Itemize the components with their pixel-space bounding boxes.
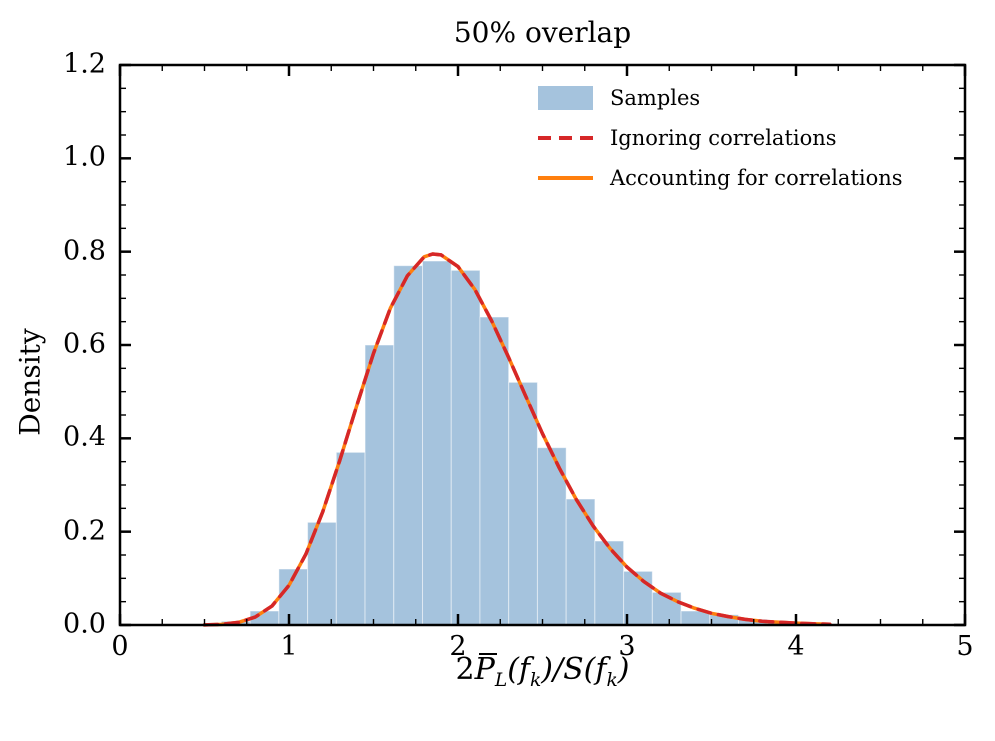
- x-tick-label: 0: [111, 631, 129, 662]
- legend-label-accounting-correlations: Accounting for correlations: [610, 166, 903, 190]
- xlabel-sub-k1: k: [530, 670, 542, 691]
- x-tick-label: 4: [787, 631, 805, 662]
- histogram-bar: [651, 591, 682, 626]
- dashed-line-swatch: [538, 136, 593, 140]
- y-tick-label: 1.2: [63, 48, 106, 80]
- legend-label-ignoring-correlations: Ignoring correlations: [610, 126, 837, 150]
- x-tick-label: 2: [449, 631, 467, 662]
- xlabel-mid: )/S(f: [541, 652, 607, 687]
- x-tick-label: 1: [280, 631, 298, 662]
- legend-item-ignoring-correlations: Ignoring correlations: [538, 124, 903, 152]
- xlabel-pbar: P: [474, 652, 498, 687]
- x-tick-label: 5: [956, 631, 974, 662]
- legend: Samples Ignoring correlations Accounting…: [538, 84, 903, 204]
- y-tick-label: 0.6: [63, 328, 106, 360]
- histogram-bar: [594, 540, 625, 626]
- histogram-bar: [565, 498, 596, 626]
- legend-item-samples: Samples: [538, 84, 903, 112]
- xlabel-sub-k2: k: [606, 670, 618, 691]
- histogram-bar: [393, 265, 424, 626]
- histogram-bar: [479, 316, 510, 626]
- y-tick-label: 0.8: [63, 234, 106, 266]
- y-tick-label: 1.0: [63, 141, 106, 173]
- y-tick-label: 0.2: [63, 514, 106, 546]
- samples-patch-swatch: [538, 86, 593, 110]
- histogram-bar: [335, 451, 366, 626]
- histogram-bar: [364, 344, 395, 626]
- x-tick-label: 3: [618, 631, 636, 662]
- chart-title: 50% overlap: [453, 16, 632, 49]
- x-axis-label: 2PL(fk)/S(fk): [120, 652, 965, 691]
- xlabel-sub-L: L: [494, 670, 508, 691]
- histogram-bar: [422, 260, 452, 626]
- axes-frame: [118, 63, 967, 627]
- xlabel-close: ): [617, 652, 630, 687]
- histogram-bar: [450, 269, 481, 626]
- y-tick-label: 0.0: [63, 608, 106, 640]
- xlabel-coefficient: 2: [455, 652, 475, 687]
- y-tick-label: 0.4: [63, 421, 106, 453]
- curve-dashed: [202, 252, 832, 627]
- histogram-bar: [536, 447, 567, 626]
- legend-item-accounting-correlations: Accounting for correlations: [538, 164, 903, 192]
- solid-line-swatch: [538, 176, 593, 180]
- xlabel-arg1: (f: [507, 652, 530, 687]
- histogram-bar: [508, 381, 538, 626]
- legend-label-samples: Samples: [610, 86, 701, 110]
